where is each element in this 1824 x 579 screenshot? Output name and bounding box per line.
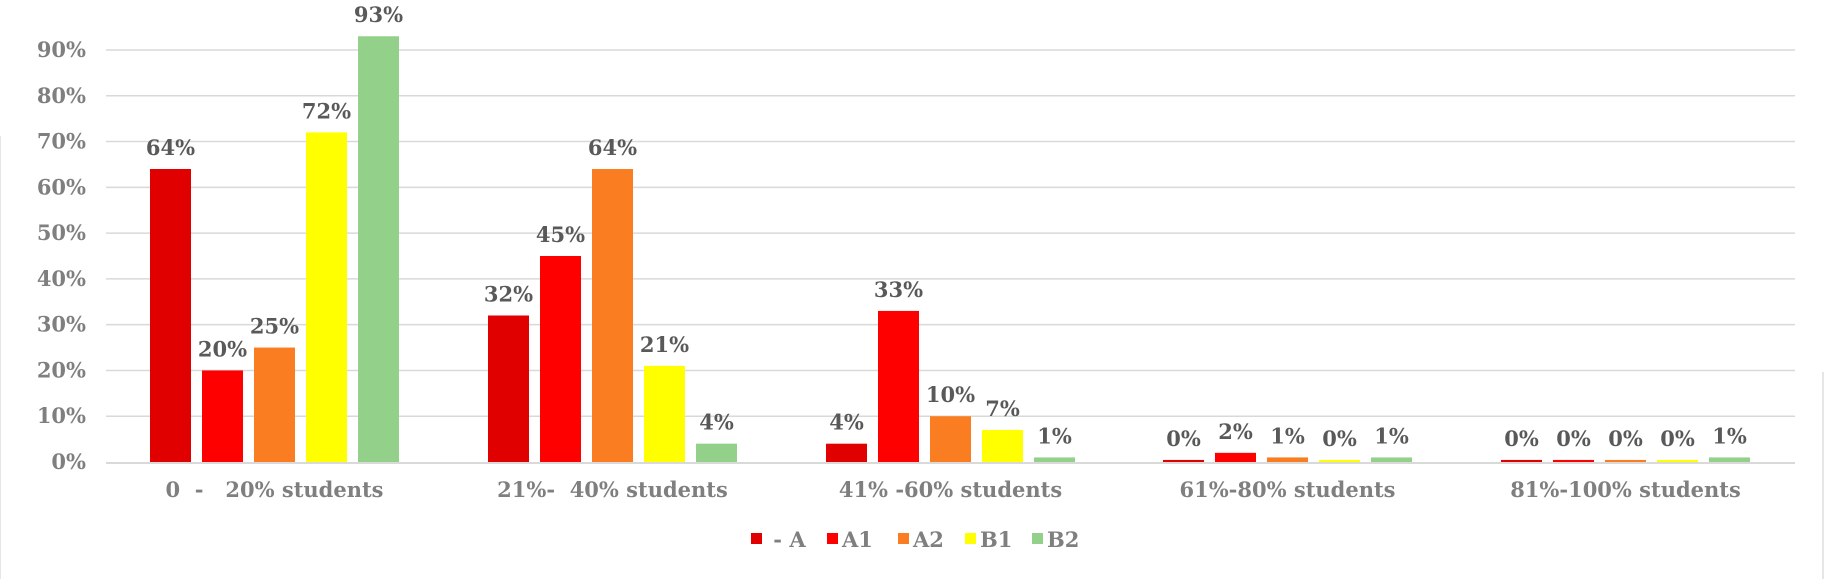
y-tick-label: 30% — [37, 312, 86, 337]
y-tick-label: 90% — [37, 37, 86, 62]
y-tick-label: 20% — [37, 357, 86, 382]
data-label: 33% — [874, 277, 923, 302]
bar-1-b1 — [306, 132, 347, 462]
data-label: 64% — [146, 135, 195, 160]
data-label: 7% — [985, 396, 1020, 421]
bar-3-b1 — [982, 429, 1023, 462]
data-label: 4% — [699, 410, 734, 435]
bar-5-a1 — [1553, 459, 1594, 462]
legend: - A A1 A2 B1 B2 — [751, 527, 1079, 552]
bar-4-a — [1163, 459, 1204, 462]
bar-5-a2 — [1605, 459, 1646, 462]
y-tick-label: 50% — [37, 220, 86, 245]
y-tick-label: 80% — [37, 83, 86, 108]
legend-swatch — [898, 533, 909, 544]
data-label: 1% — [1270, 423, 1305, 448]
bar-2-b2 — [696, 443, 737, 462]
bar-4-b2 — [1371, 457, 1412, 462]
data-label: 1% — [1374, 423, 1409, 448]
y-tick-label: 0% — [51, 449, 86, 474]
x-axis-category-labels: 0 - 20% students 21%- 40% students 41% -60… — [166, 477, 1741, 502]
data-label: 0% — [1504, 426, 1539, 451]
bar-4-b1 — [1319, 459, 1360, 462]
chart-frame-top-left — [0, 136, 1, 579]
bar-1-a — [150, 169, 191, 462]
data-label: 45% — [536, 222, 585, 247]
data-label: 25% — [250, 314, 299, 339]
bars — [150, 36, 1750, 462]
legend-label: B1 — [980, 527, 1012, 552]
data-label: 1% — [1037, 423, 1072, 448]
y-tick-label: 70% — [37, 129, 86, 154]
bar-1-b2 — [358, 36, 399, 462]
category-label: 61%-80% students — [1179, 477, 1395, 502]
legend-swatch — [827, 533, 838, 544]
bar-3-a1 — [878, 310, 919, 462]
legend-label: - A — [766, 527, 806, 552]
bar-2-b1 — [644, 365, 685, 462]
category-label: 81%-100% students — [1510, 477, 1741, 502]
data-label: 0% — [1660, 426, 1695, 451]
bar-3-a2 — [930, 416, 971, 462]
data-label: 20% — [198, 336, 247, 361]
legend-swatch — [751, 533, 762, 544]
chart-frame-right — [1822, 372, 1824, 579]
legend-item: A1 — [827, 527, 873, 552]
y-tick-label: 40% — [37, 266, 86, 291]
legend-swatch — [1032, 533, 1043, 544]
data-labels: 64% 20%25% 72% 93% 32% 45% 64% 21% 4% 4% 33% 10% 7% 1… — [146, 2, 1747, 451]
data-label: 2% — [1218, 419, 1253, 444]
data-label: 0% — [1322, 426, 1357, 451]
data-label: 4% — [829, 410, 864, 435]
data-label: 72% — [302, 98, 351, 123]
data-label: 1% — [1712, 423, 1747, 448]
legend-label: A2 — [912, 527, 944, 552]
bar-2-a1 — [540, 255, 581, 462]
legend-label: A1 — [841, 527, 873, 552]
bar-1-a1 — [202, 370, 243, 462]
y-axis-tick-labels: 0% 10% 20% 30% 40% 50% 60% 70% 80% 90% — [37, 37, 86, 474]
category-label: 0 - 20% students — [166, 477, 384, 502]
legend-item: B1 — [965, 527, 1012, 552]
bar-4-a2 — [1267, 457, 1308, 462]
category-label: 21%- 40% students — [497, 477, 728, 502]
data-label: 0% — [1556, 426, 1591, 451]
bar-5-a — [1501, 459, 1542, 462]
bar-2-a — [488, 315, 529, 462]
legend-item: B2 — [1032, 527, 1079, 552]
bar-1-a2 — [254, 347, 295, 462]
legend-item: A2 — [898, 527, 944, 552]
data-label: 0% — [1608, 426, 1643, 451]
bar-3-b2 — [1034, 457, 1075, 462]
bar-2-a2 — [592, 169, 633, 462]
bar-5-b1 — [1657, 459, 1698, 462]
data-label: 64% — [588, 135, 637, 160]
legend-label: B2 — [1047, 527, 1079, 552]
category-label: 41% -60% students — [839, 477, 1062, 502]
data-label: 93% — [354, 2, 403, 27]
data-label: 32% — [484, 282, 533, 307]
bar-4-a1 — [1215, 452, 1256, 462]
legend-item: - A — [751, 527, 806, 552]
data-label: 0% — [1166, 426, 1201, 451]
y-tick-label: 10% — [37, 403, 86, 428]
bar-5-b2 — [1709, 457, 1750, 462]
legend-swatch — [965, 533, 976, 544]
bar-3-a — [826, 443, 867, 462]
data-label: 10% — [926, 382, 975, 407]
data-label: 21% — [640, 332, 689, 357]
y-tick-label: 60% — [37, 174, 86, 199]
